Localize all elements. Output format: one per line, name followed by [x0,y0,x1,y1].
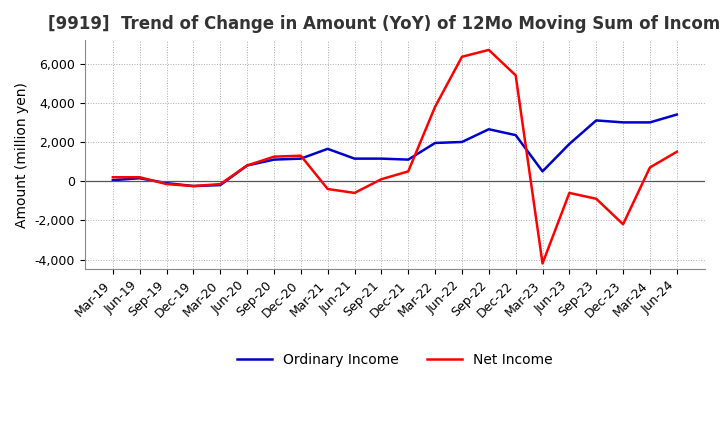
Net Income [539,261,547,266]
Line: Ordinary Income: Ordinary Income [113,114,677,186]
Net Income [323,187,332,192]
Net Income [135,175,144,180]
Net Income [646,165,654,170]
Ordinary Income [189,183,198,189]
Net Income [565,190,574,195]
Net Income [243,163,251,168]
Ordinary Income [672,112,681,117]
Net Income [458,54,467,59]
Net Income [270,154,279,159]
Net Income [109,175,117,180]
Net Income [511,73,520,78]
Ordinary Income [216,183,225,188]
Ordinary Income [377,156,386,161]
Net Income [189,183,198,189]
Title: [9919]  Trend of Change in Amount (YoY) of 12Mo Moving Sum of Incomes: [9919] Trend of Change in Amount (YoY) o… [48,15,720,33]
Net Income [297,153,305,158]
Ordinary Income [646,120,654,125]
Ordinary Income [539,169,547,174]
Y-axis label: Amount (million yen): Amount (million yen) [15,82,29,227]
Net Income [404,169,413,174]
Ordinary Income [162,180,171,186]
Ordinary Income [592,118,600,123]
Legend: Ordinary Income, Net Income: Ordinary Income, Net Income [232,347,558,372]
Ordinary Income [270,157,279,162]
Ordinary Income [350,156,359,161]
Ordinary Income [109,178,117,183]
Ordinary Income [404,157,413,162]
Net Income [216,181,225,187]
Ordinary Income [458,139,467,145]
Line: Net Income: Net Income [113,50,677,264]
Ordinary Income [431,140,439,146]
Net Income [485,47,493,52]
Net Income [350,190,359,195]
Ordinary Income [297,156,305,161]
Net Income [592,196,600,202]
Ordinary Income [243,163,251,168]
Ordinary Income [511,132,520,138]
Net Income [162,181,171,187]
Ordinary Income [485,127,493,132]
Net Income [431,104,439,110]
Ordinary Income [135,176,144,181]
Ordinary Income [618,120,627,125]
Net Income [672,149,681,154]
Ordinary Income [323,146,332,151]
Ordinary Income [565,141,574,147]
Net Income [377,176,386,182]
Net Income [618,222,627,227]
